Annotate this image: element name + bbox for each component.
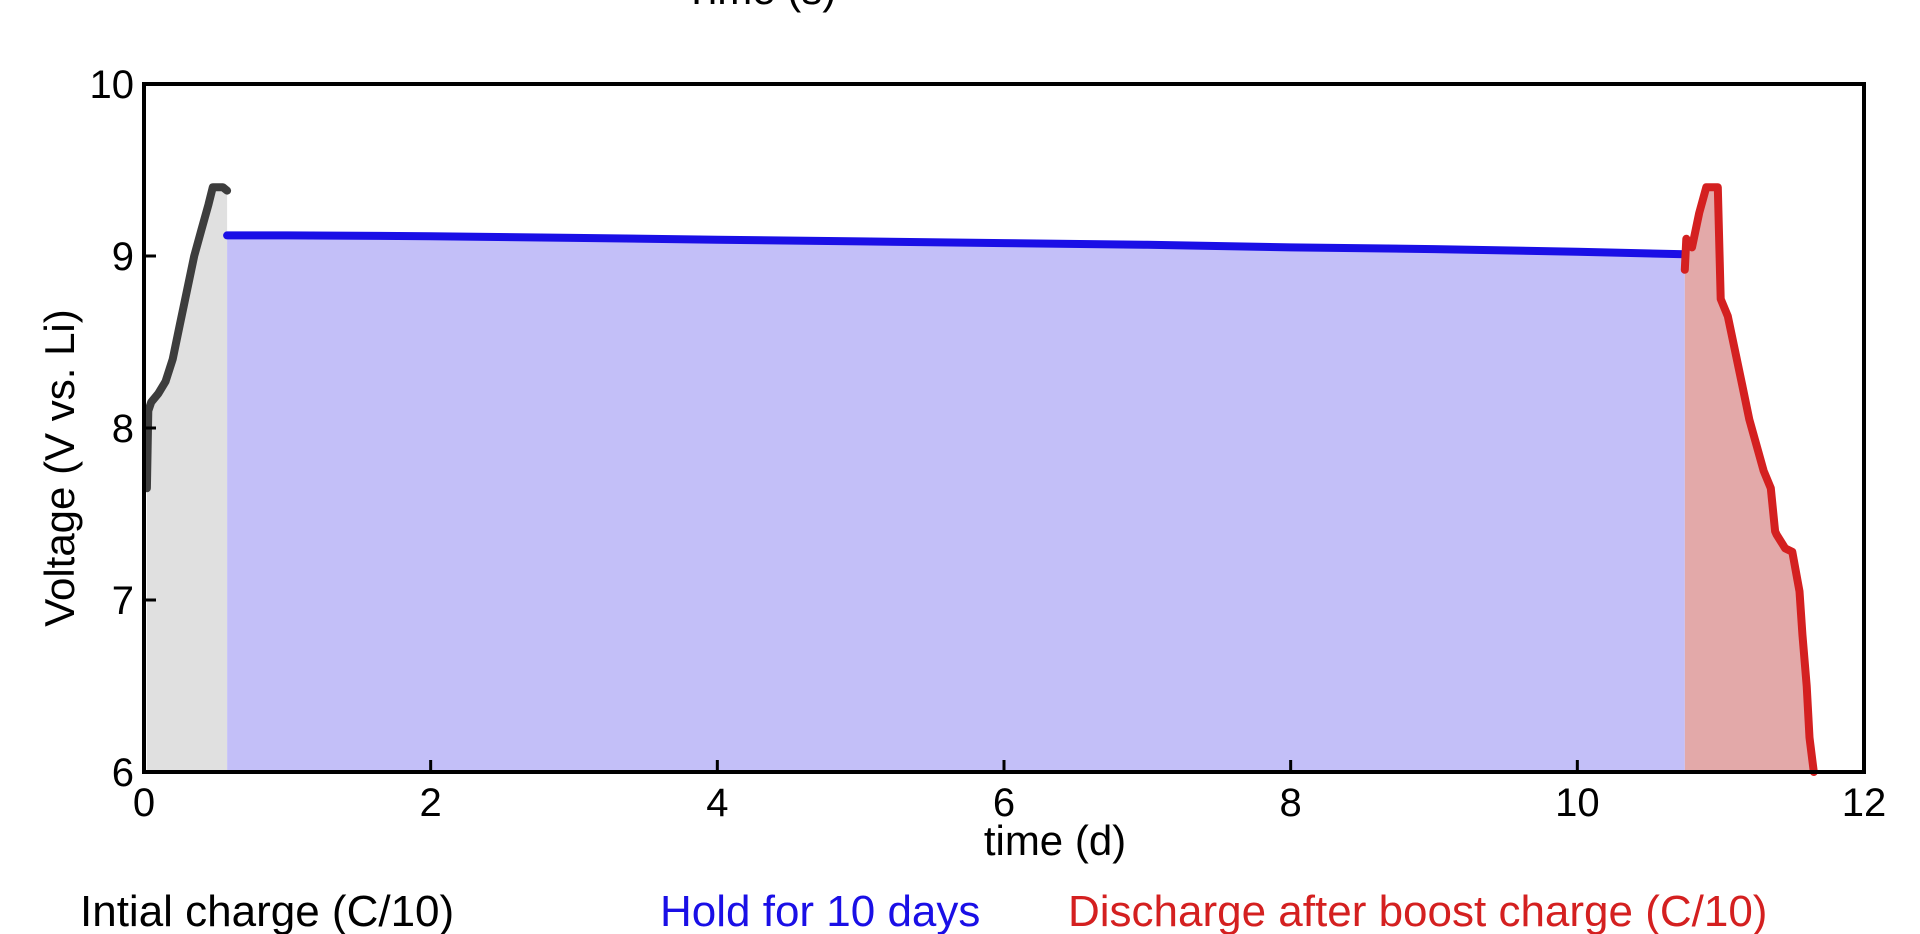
x-tick-label: 0 [133, 781, 155, 825]
series-line-2 [1680, 183, 1818, 776]
legend-initial-charge: Intial charge (C/10) [80, 887, 454, 934]
legend-hold: Hold for 10 days [660, 887, 980, 934]
x-tick-label: 10 [1555, 781, 1600, 825]
y-tick-label: 8 [112, 407, 134, 451]
series-fills [146, 187, 1814, 772]
series-line-0 [142, 183, 232, 493]
x-tick-label: 6 [993, 781, 1015, 825]
y-tick-label: 6 [112, 751, 134, 795]
top-cutoff-title: Time (s) [684, 0, 836, 13]
x-axis-ticks: 0 2 4 6 8 10 12 [133, 760, 1886, 825]
x-tick-label: 4 [706, 781, 728, 825]
x-axis-title: time (d) [984, 817, 1126, 864]
series-line-1 [223, 231, 1689, 259]
y-tick-label: 7 [112, 579, 134, 623]
legend-discharge: Discharge after boost charge (C/10) [1068, 887, 1767, 934]
x-tick-label: 2 [420, 781, 442, 825]
y-axis-title: Voltage (V vs. Li) [36, 309, 83, 626]
y-tick-label: 10 [90, 63, 135, 107]
series-area-2 [1684, 187, 1814, 772]
x-tick-label: 8 [1280, 781, 1302, 825]
y-tick-label: 9 [112, 235, 134, 279]
series-lines [142, 183, 1818, 776]
x-tick-label: 12 [1842, 781, 1887, 825]
series-area-1 [227, 235, 1685, 772]
y-axis-ticks: 6 7 8 9 10 [90, 63, 156, 795]
series-area-0 [146, 187, 228, 772]
